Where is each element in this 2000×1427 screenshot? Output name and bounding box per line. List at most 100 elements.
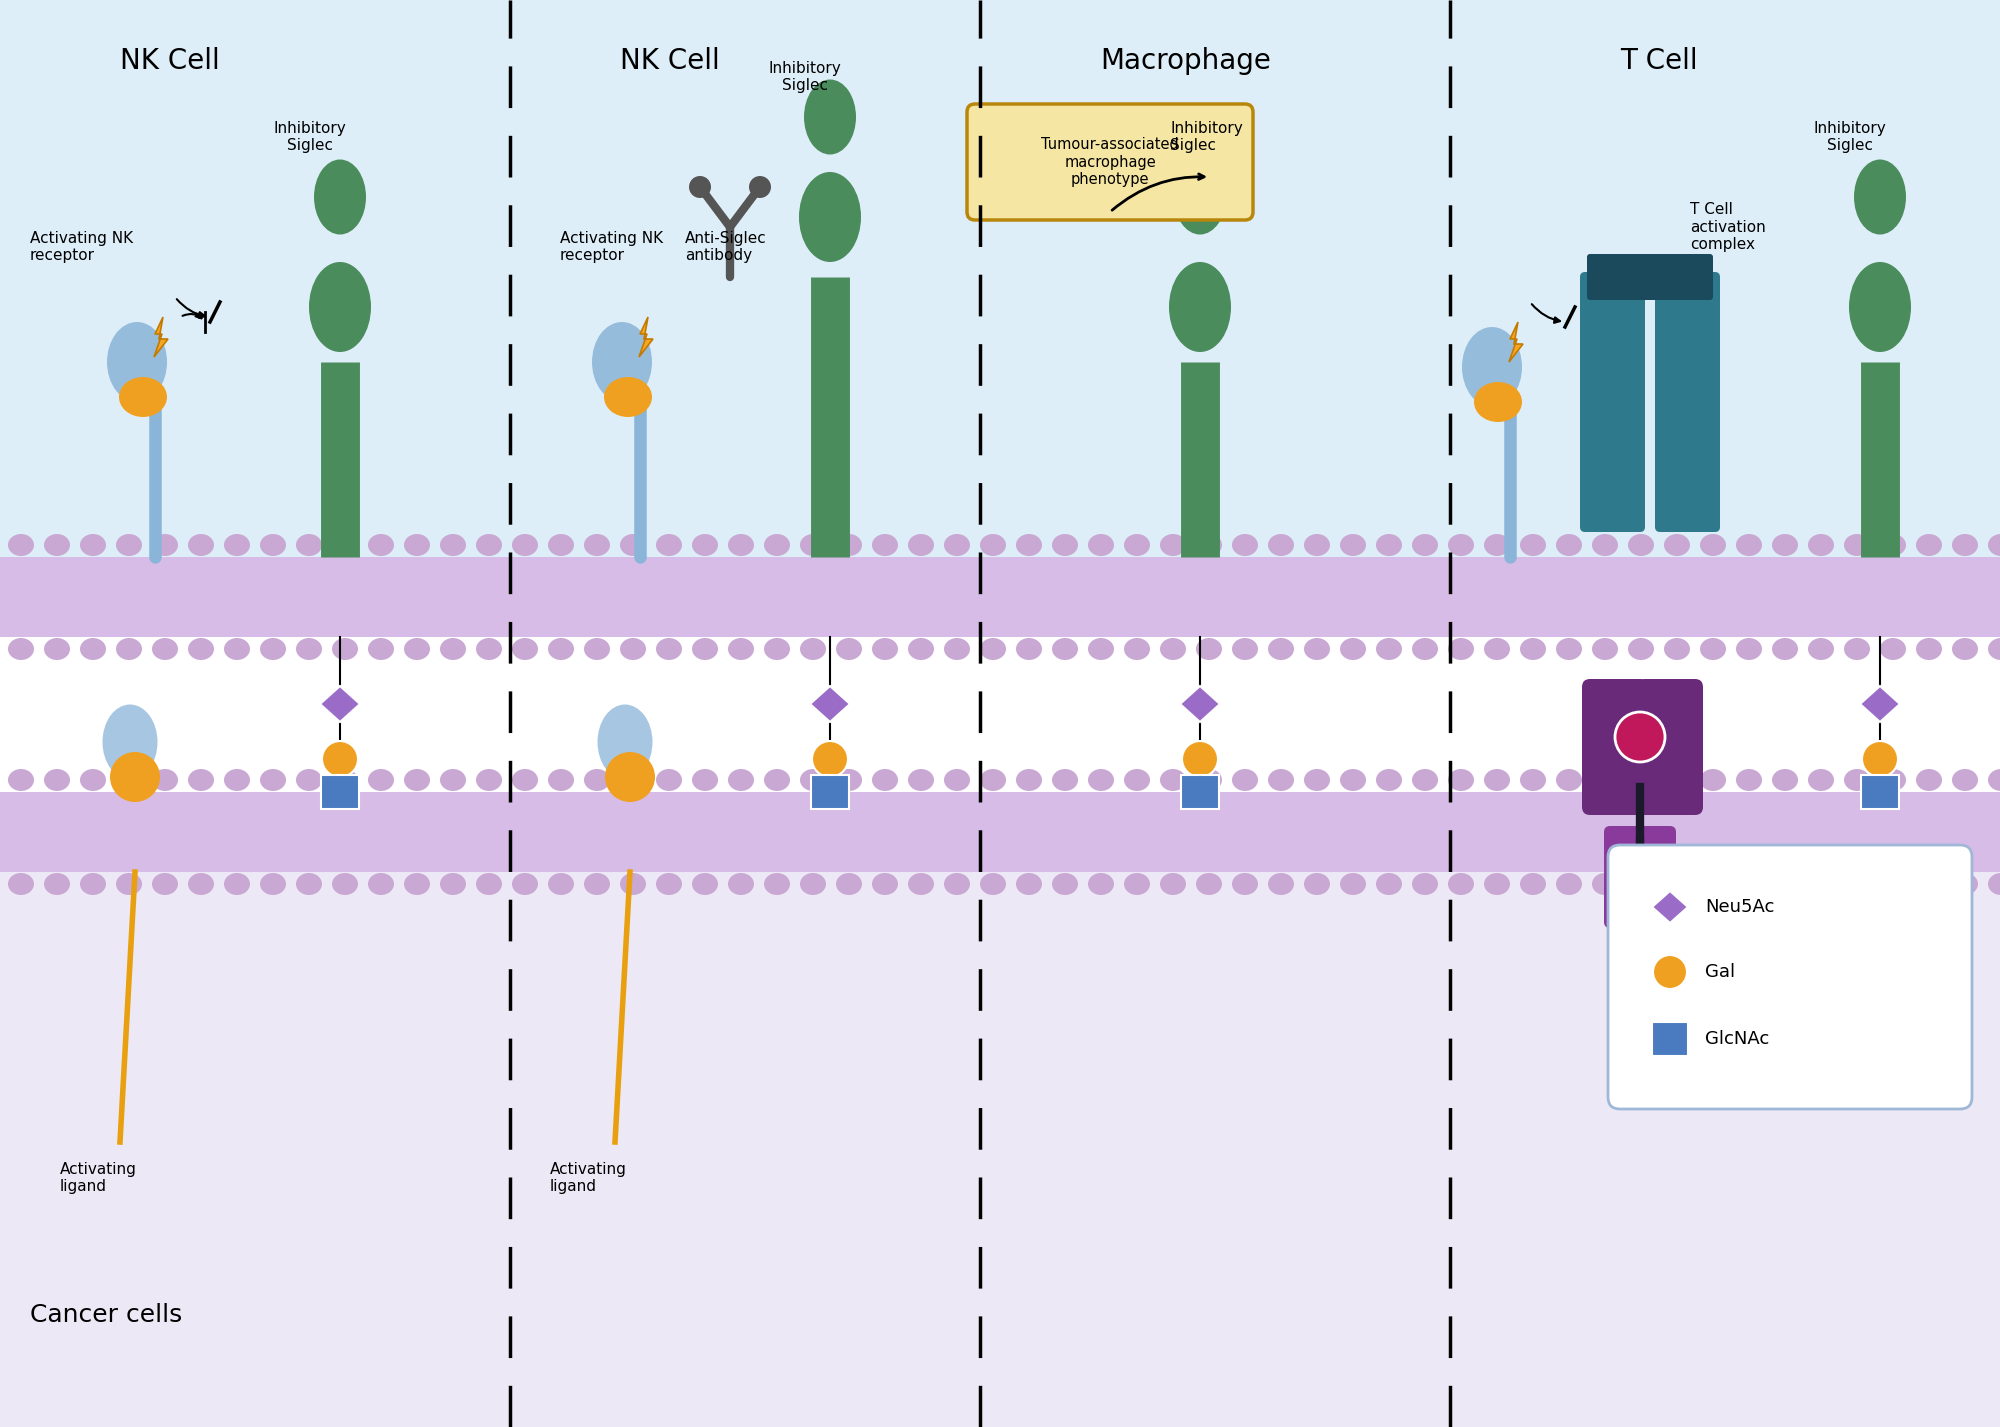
Ellipse shape [980, 873, 1006, 895]
Ellipse shape [404, 534, 430, 557]
Ellipse shape [476, 638, 502, 661]
Text: T Cell
activation
complex: T Cell activation complex [1690, 203, 1766, 253]
Ellipse shape [120, 377, 168, 417]
Ellipse shape [836, 873, 862, 895]
Ellipse shape [1808, 638, 1834, 661]
Ellipse shape [584, 638, 610, 661]
Ellipse shape [1808, 769, 1834, 791]
Ellipse shape [44, 873, 70, 895]
Ellipse shape [1664, 534, 1690, 557]
Ellipse shape [1304, 769, 1330, 791]
Ellipse shape [944, 534, 970, 557]
Ellipse shape [1196, 873, 1222, 895]
Text: Activating
ligand: Activating ligand [550, 1162, 626, 1194]
Ellipse shape [188, 769, 214, 791]
Ellipse shape [1232, 638, 1258, 661]
Bar [1180, 775, 1220, 809]
Ellipse shape [1772, 638, 1798, 661]
Ellipse shape [8, 769, 34, 791]
Ellipse shape [1174, 160, 1226, 234]
Ellipse shape [1412, 873, 1438, 895]
Text: Anti-Siglec
antibody: Anti-Siglec antibody [684, 231, 766, 263]
Ellipse shape [1196, 638, 1222, 661]
Ellipse shape [152, 638, 178, 661]
FancyBboxPatch shape [968, 104, 1252, 220]
Ellipse shape [368, 769, 394, 791]
Ellipse shape [604, 752, 656, 802]
Ellipse shape [1520, 534, 1546, 557]
Ellipse shape [908, 769, 934, 791]
Ellipse shape [368, 534, 394, 557]
FancyBboxPatch shape [0, 0, 2000, 557]
Ellipse shape [1556, 873, 1582, 895]
Text: Cancer cells: Cancer cells [30, 1303, 182, 1327]
Ellipse shape [512, 534, 538, 557]
Ellipse shape [440, 873, 466, 895]
Ellipse shape [1772, 534, 1798, 557]
Ellipse shape [592, 323, 652, 402]
Ellipse shape [1304, 638, 1330, 661]
Ellipse shape [1124, 769, 1150, 791]
Ellipse shape [598, 705, 652, 779]
FancyBboxPatch shape [0, 792, 2000, 872]
Ellipse shape [604, 377, 652, 417]
Ellipse shape [512, 769, 538, 791]
Ellipse shape [1484, 873, 1510, 895]
Ellipse shape [1268, 769, 1294, 791]
Ellipse shape [1592, 769, 1618, 791]
Ellipse shape [548, 638, 574, 661]
Ellipse shape [1664, 873, 1690, 895]
Ellipse shape [656, 638, 682, 661]
FancyBboxPatch shape [0, 0, 2000, 848]
Polygon shape [1860, 686, 1900, 722]
Ellipse shape [116, 769, 142, 791]
Ellipse shape [1016, 873, 1042, 895]
Ellipse shape [1988, 638, 2000, 661]
Ellipse shape [1736, 873, 1762, 895]
Ellipse shape [80, 534, 106, 557]
Ellipse shape [368, 873, 394, 895]
Text: Neu5Ac: Neu5Ac [1704, 898, 1774, 916]
Ellipse shape [872, 873, 898, 895]
Ellipse shape [116, 638, 142, 661]
Ellipse shape [728, 769, 754, 791]
Ellipse shape [116, 534, 142, 557]
Ellipse shape [404, 638, 430, 661]
Ellipse shape [116, 873, 142, 895]
Ellipse shape [548, 534, 574, 557]
Ellipse shape [512, 638, 538, 661]
Text: Inhibitory
Siglec: Inhibitory Siglec [768, 61, 842, 93]
Ellipse shape [1952, 873, 1978, 895]
Polygon shape [1652, 890, 1688, 923]
Ellipse shape [1448, 638, 1474, 661]
Ellipse shape [1088, 873, 1114, 895]
Ellipse shape [584, 769, 610, 791]
Ellipse shape [314, 160, 366, 234]
Ellipse shape [260, 534, 286, 557]
Ellipse shape [1016, 534, 1042, 557]
Ellipse shape [1664, 769, 1690, 791]
Ellipse shape [1340, 873, 1366, 895]
Ellipse shape [836, 638, 862, 661]
Ellipse shape [980, 638, 1006, 661]
FancyBboxPatch shape [0, 848, 2000, 1427]
Ellipse shape [1736, 638, 1762, 661]
Ellipse shape [1848, 263, 1912, 352]
Ellipse shape [656, 534, 682, 557]
Text: Activating
ligand: Activating ligand [60, 1162, 136, 1194]
Ellipse shape [908, 873, 934, 895]
Ellipse shape [296, 769, 322, 791]
Ellipse shape [584, 873, 610, 895]
Ellipse shape [872, 769, 898, 791]
Ellipse shape [1160, 638, 1186, 661]
Text: Tumour-associated
macrophage
phenotype: Tumour-associated macrophage phenotype [1042, 137, 1178, 187]
Ellipse shape [1556, 534, 1582, 557]
Ellipse shape [1484, 534, 1510, 557]
Ellipse shape [1916, 534, 1942, 557]
Ellipse shape [980, 534, 1006, 557]
Ellipse shape [656, 769, 682, 791]
FancyBboxPatch shape [1582, 679, 1648, 815]
Ellipse shape [692, 873, 718, 895]
Ellipse shape [1808, 873, 1834, 895]
Ellipse shape [800, 173, 860, 263]
